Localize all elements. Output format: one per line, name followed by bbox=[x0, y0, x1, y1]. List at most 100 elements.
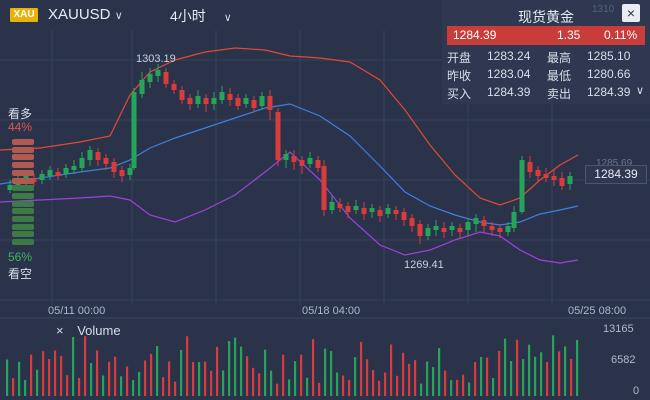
candle-body bbox=[409, 218, 415, 226]
volume-bar bbox=[552, 335, 555, 396]
candle-body bbox=[369, 208, 375, 212]
prevclose-value: 1283.04 bbox=[487, 67, 531, 81]
close-icon[interactable]: × bbox=[622, 4, 640, 22]
volume-bar bbox=[222, 370, 225, 396]
volume-bar bbox=[210, 370, 213, 396]
lower-band-line bbox=[0, 151, 579, 264]
volume-bar bbox=[258, 373, 261, 396]
sentiment-bar bbox=[12, 139, 34, 247]
prevclose-label: 昨收 bbox=[447, 69, 472, 83]
volume-bar bbox=[516, 339, 519, 396]
candle-body bbox=[79, 158, 85, 168]
bull-label: 看多 bbox=[8, 107, 33, 121]
sentiment-segment bbox=[12, 162, 34, 169]
sentiment-segment bbox=[12, 177, 34, 184]
volume-bar bbox=[564, 346, 567, 396]
candle-body bbox=[235, 98, 241, 106]
quote-title: 现货黄金 bbox=[518, 9, 574, 25]
middle-band-line bbox=[0, 103, 579, 226]
quote-row-open: 开盘 1283.24 最高 1285.10 bbox=[447, 49, 647, 65]
candle-body bbox=[87, 150, 93, 160]
candle-body bbox=[283, 154, 289, 160]
toolbar: XAU XAUUSD ∨ 4小时 ∨ bbox=[0, 0, 440, 30]
volume-bar bbox=[192, 362, 195, 396]
candle-body bbox=[243, 98, 249, 104]
volume-bar bbox=[354, 357, 357, 396]
chevron-down-icon[interactable]: ∨ bbox=[636, 85, 645, 97]
volume-bar bbox=[384, 372, 387, 396]
candle-body bbox=[497, 228, 503, 232]
volume-bar bbox=[30, 354, 33, 396]
volume-bar bbox=[150, 353, 153, 396]
volume-bar bbox=[438, 348, 441, 396]
candle-body bbox=[425, 228, 431, 236]
candle-body bbox=[63, 168, 69, 174]
low-label: 最低 bbox=[547, 69, 572, 83]
candle-body bbox=[353, 206, 359, 210]
candle-body bbox=[315, 160, 321, 168]
sentiment-segment bbox=[12, 185, 34, 192]
volume-bar bbox=[108, 361, 111, 396]
candle-body bbox=[147, 74, 153, 82]
current-price-tag: 1284.39 bbox=[585, 165, 647, 184]
low-value: 1280.66 bbox=[587, 67, 631, 81]
volume-bar bbox=[12, 378, 15, 396]
candle-body bbox=[187, 98, 193, 104]
volume-bar bbox=[498, 350, 501, 396]
volume-bar bbox=[36, 369, 39, 396]
volume-bar bbox=[246, 356, 249, 396]
volume-bar bbox=[348, 379, 351, 396]
volume-bar bbox=[18, 361, 21, 396]
volume-bar bbox=[216, 346, 219, 396]
sentiment-segment bbox=[12, 216, 34, 222]
period-selector[interactable]: 4小时 ∨ bbox=[170, 6, 232, 26]
candle-body bbox=[393, 210, 399, 214]
volume-bar bbox=[360, 341, 363, 396]
volume-bar bbox=[120, 376, 123, 396]
period-label: 4小时 bbox=[170, 8, 206, 24]
symbol-badge: XAU bbox=[10, 8, 38, 22]
sentiment-segment bbox=[12, 200, 34, 207]
bear-percent: 56% bbox=[8, 250, 33, 264]
candle-body bbox=[179, 90, 185, 100]
candle-body bbox=[337, 204, 343, 208]
volume-bar bbox=[294, 361, 297, 396]
candle-body bbox=[219, 92, 225, 100]
candle-body bbox=[329, 202, 335, 210]
candle-body bbox=[95, 152, 101, 160]
volume-bar bbox=[522, 359, 525, 396]
volume-bar bbox=[372, 370, 375, 396]
candle-body bbox=[489, 226, 495, 230]
symbol-name: XAUUSD bbox=[48, 6, 111, 23]
volume-bar bbox=[402, 352, 405, 396]
volume-label: Volume bbox=[77, 323, 121, 338]
volume-bar bbox=[54, 350, 57, 396]
volume-bar bbox=[90, 363, 93, 396]
volume-bar bbox=[144, 360, 147, 396]
candle-body bbox=[155, 70, 161, 76]
volume-bar bbox=[6, 359, 9, 396]
candle-body bbox=[267, 96, 273, 110]
last-price: 1284.39 bbox=[453, 28, 497, 42]
high-label: 最高 bbox=[547, 51, 572, 65]
volume-bar bbox=[486, 357, 489, 396]
volume-bar bbox=[396, 375, 399, 396]
low-annotation: 1269.41 bbox=[404, 259, 444, 271]
volume-bar bbox=[60, 355, 63, 396]
volume-bar bbox=[558, 351, 561, 396]
candle-body bbox=[307, 158, 313, 164]
chevron-down-icon: ∨ bbox=[114, 10, 123, 22]
volume-bar bbox=[306, 377, 309, 396]
volume-bar bbox=[276, 383, 279, 396]
volume-bar bbox=[126, 366, 129, 396]
candle-body bbox=[505, 226, 511, 232]
volume-axis-mid: 6582 bbox=[611, 354, 636, 366]
change-percent: 0.11% bbox=[604, 28, 638, 42]
candle-body bbox=[131, 92, 137, 168]
symbol-selector[interactable]: XAUUSD ∨ bbox=[48, 6, 123, 23]
volume-legend: × Volume bbox=[56, 323, 121, 338]
volume-bar bbox=[234, 337, 237, 396]
close-icon[interactable]: × bbox=[56, 323, 64, 338]
volume-bar bbox=[180, 349, 183, 396]
